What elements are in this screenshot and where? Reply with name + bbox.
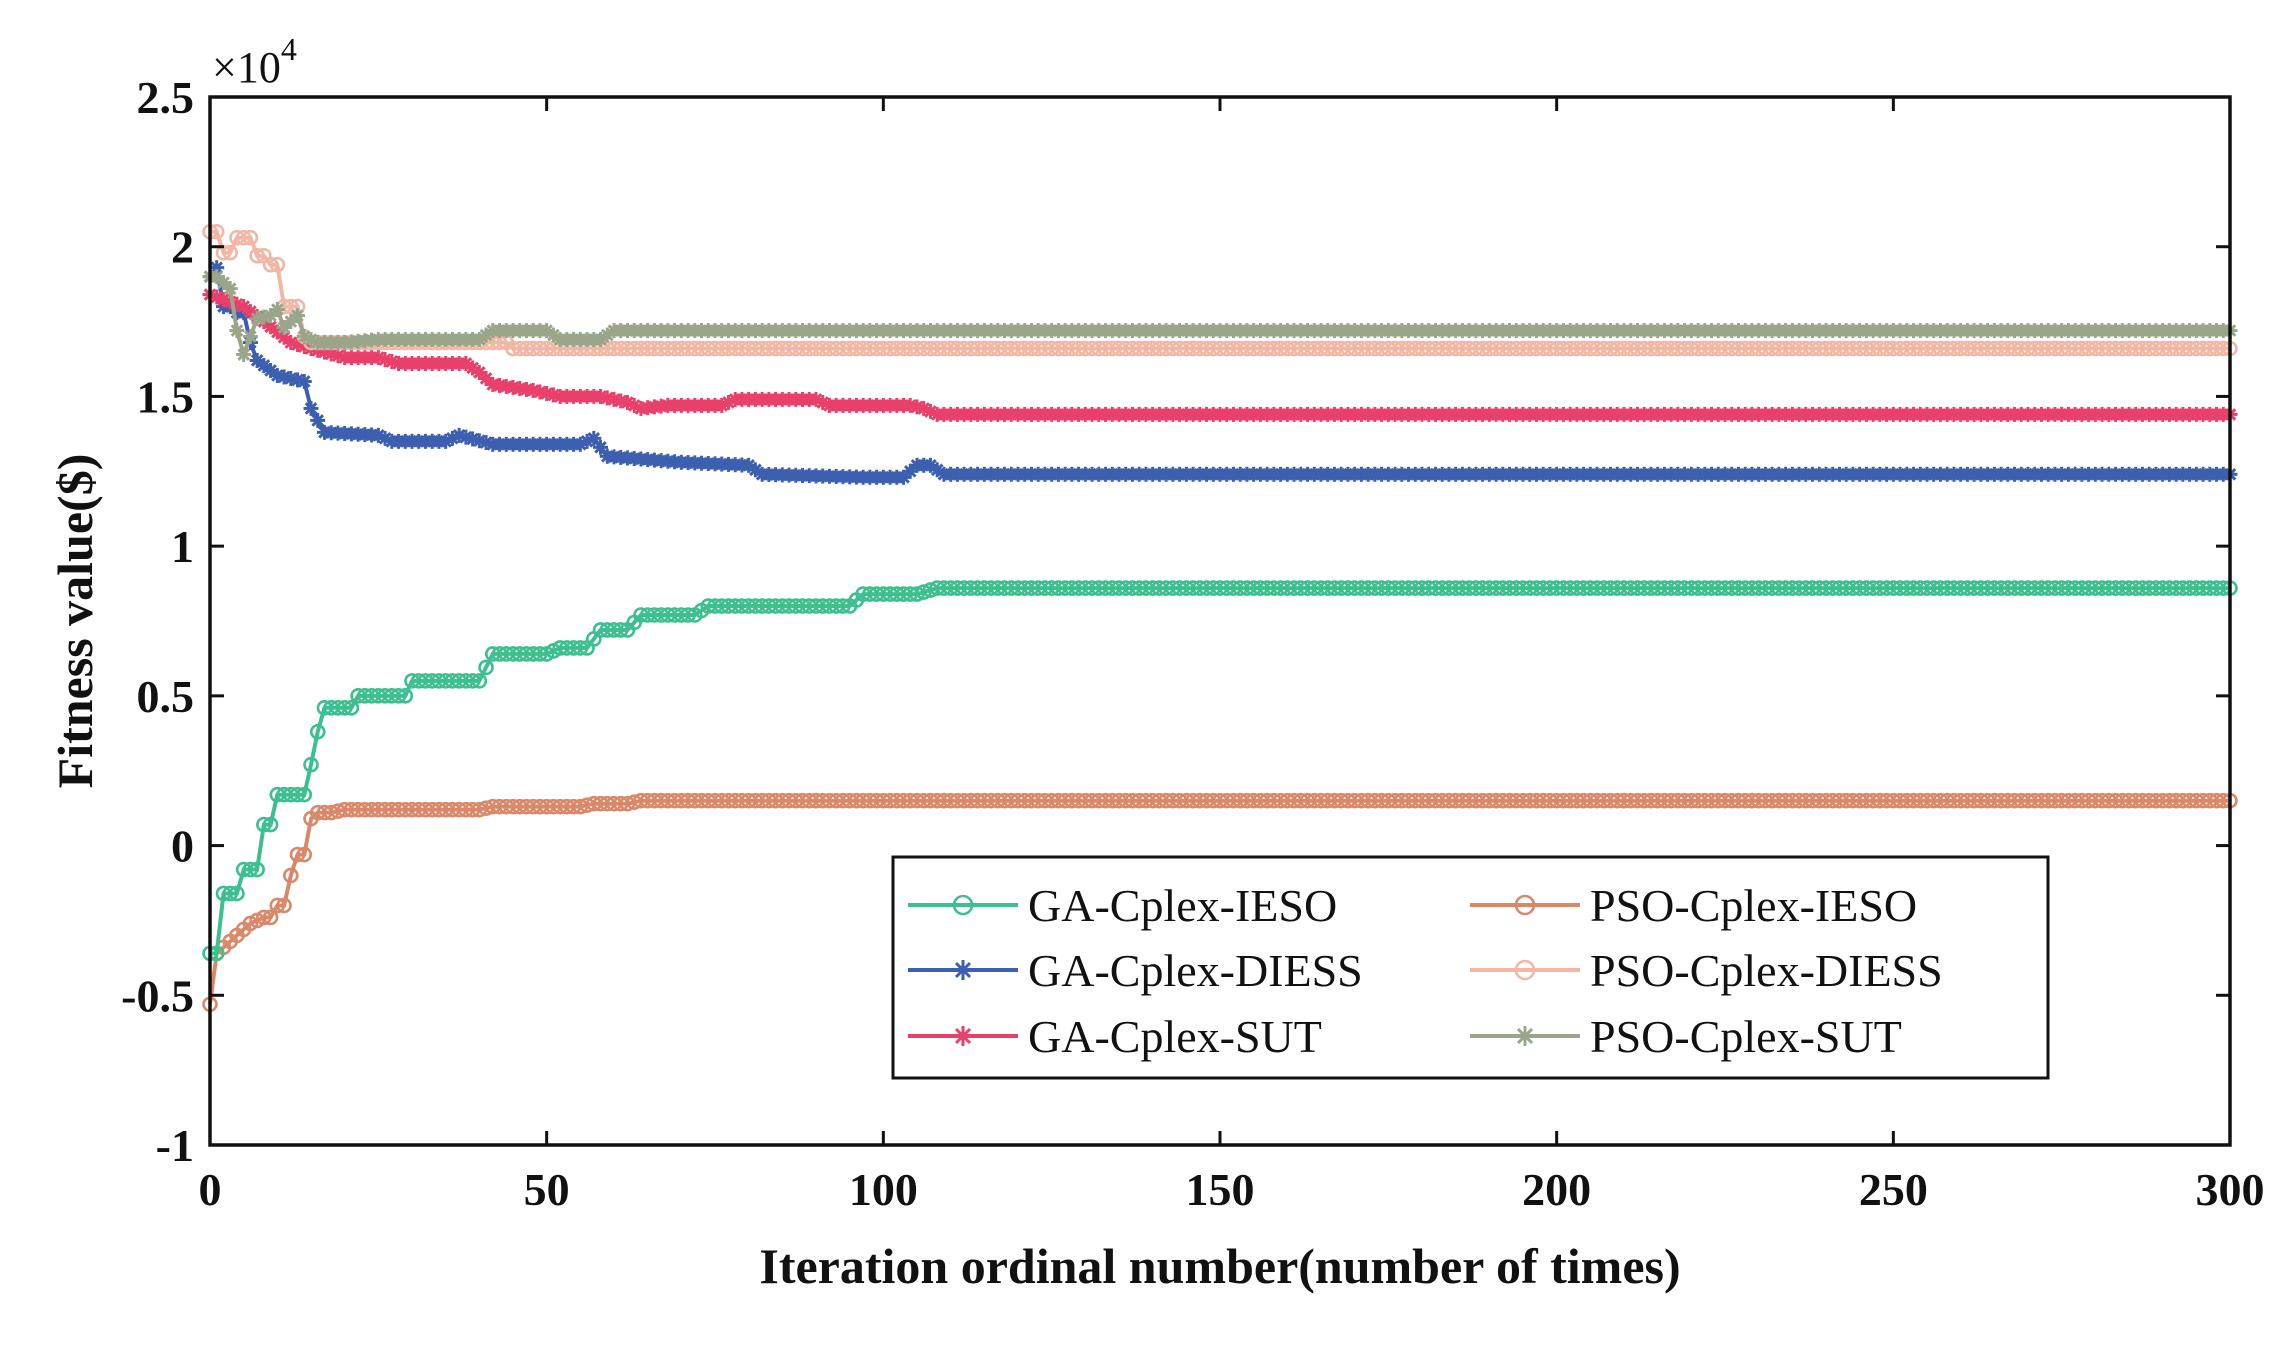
data-point [243, 329, 258, 344]
data-point [297, 374, 312, 389]
data-point [229, 323, 244, 338]
data-point [236, 347, 251, 362]
data-point [223, 281, 238, 296]
data-point [290, 308, 305, 323]
data-point [270, 302, 285, 317]
